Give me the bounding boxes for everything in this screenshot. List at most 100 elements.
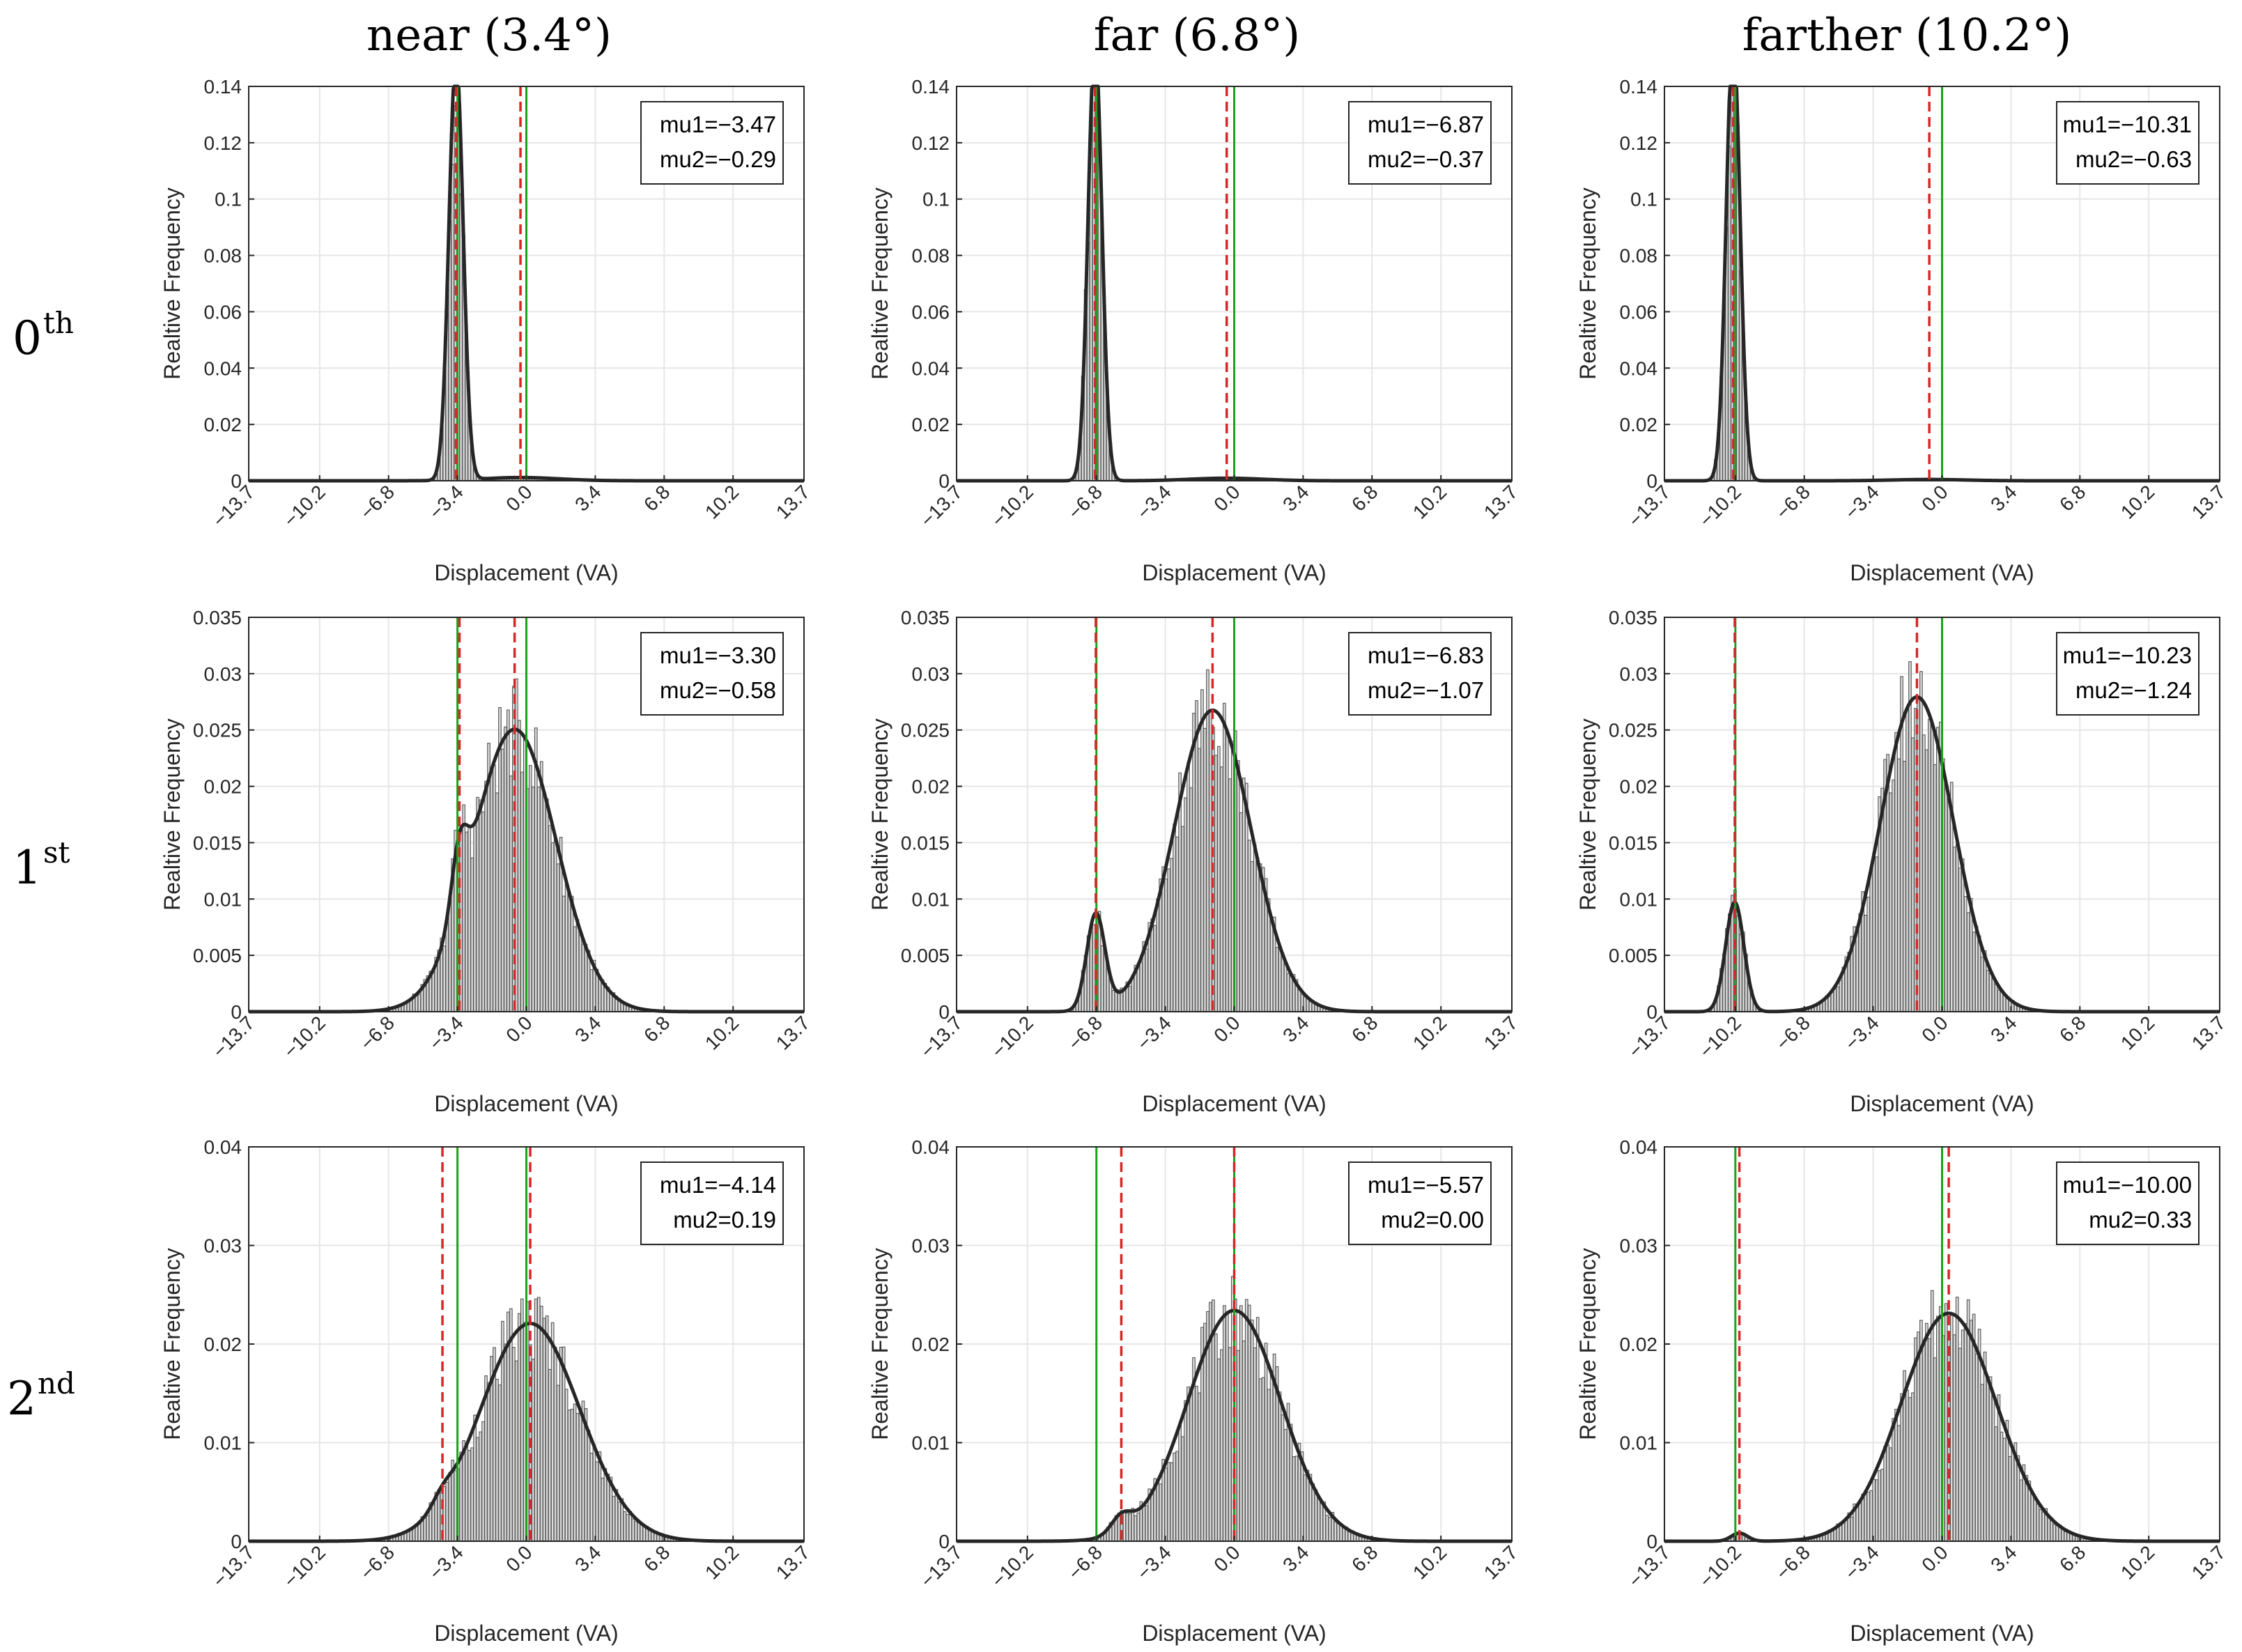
histogram-bar (1961, 858, 1965, 1012)
histogram-bar (1278, 948, 1282, 1012)
y-tick-label: 0.03 (1620, 1235, 1658, 1257)
histogram-bar (1206, 669, 1209, 1012)
histogram-bar (1167, 1462, 1170, 1542)
histogram-bar (1203, 727, 1207, 1012)
histogram-bar (587, 1430, 591, 1542)
histogram-bar (634, 1521, 638, 1542)
histogram-bar (1228, 1347, 1232, 1542)
x-tick-label: 0.0 (1917, 481, 1951, 515)
column-title-near: near (3.4°) (366, 10, 612, 61)
histogram-bar (2002, 995, 2007, 1012)
y-axis-label: Realtive Frequency (160, 1248, 185, 1440)
histogram-bar (1128, 1513, 1132, 1542)
y-tick-label: 0 (231, 470, 242, 492)
y-tick-label: 0.04 (204, 357, 242, 379)
histogram-bar (1317, 1497, 1321, 1542)
histogram-bar (606, 1474, 610, 1542)
x-tick-label: −10.2 (279, 481, 330, 531)
histogram-bar (1242, 1340, 1246, 1542)
histogram-bar (1092, 88, 1096, 481)
histogram-bar (1225, 1313, 1229, 1542)
histogram-bar (562, 1346, 566, 1542)
histogram-bar (473, 1414, 477, 1542)
x-tick-label: 3.4 (1278, 1541, 1313, 1575)
histogram-bar (1833, 988, 1837, 1012)
histogram-bar (470, 857, 474, 1012)
y-tick-label: 0.06 (204, 301, 242, 323)
histogram-bar (601, 1477, 605, 1542)
histogram-bar (1289, 1423, 1293, 1542)
x-tick-label: −3.4 (425, 1012, 467, 1054)
histogram-bar (536, 787, 541, 1012)
histogram-bar (512, 1347, 516, 1542)
x-tick-label: −10.2 (1695, 481, 1745, 531)
chart-panels: 00.020.040.060.080.10.120.14−13.7 −10.2 −6… (160, 76, 2229, 1646)
histogram-bar (1247, 1304, 1251, 1542)
histogram-bar (2002, 1437, 2007, 1542)
histogram-bar (1866, 1492, 1871, 1542)
y-tick-label: 0.01 (204, 888, 242, 910)
histogram-bar (564, 881, 569, 1012)
y-tick-label: 0.015 (901, 832, 950, 854)
histogram-bar (1275, 947, 1279, 1012)
histogram-bar (1236, 760, 1240, 1012)
histogram-bar (2052, 1524, 2057, 1542)
x-tick-label: −3.4 (1133, 1012, 1175, 1054)
y-axis-label: Realtive Frequency (1575, 718, 1600, 911)
histogram-bar (1875, 1479, 1878, 1542)
x-tick-label: 3.4 (1278, 1012, 1313, 1046)
histogram-bar (1961, 1329, 1965, 1542)
histogram-bar (1980, 1384, 1984, 1542)
histogram-bar (1320, 1502, 1324, 1542)
histogram-bar (470, 1447, 474, 1542)
x-tick-label: 6.8 (2055, 481, 2089, 515)
histogram-bar (1894, 1409, 1898, 1542)
histogram-bar (567, 893, 571, 1012)
x-axis-label: Displacement (VA) (1850, 1621, 2034, 1646)
histogram-bar (1111, 989, 1115, 1012)
histogram-bar (1306, 1469, 1310, 1542)
histogram-bar (1952, 847, 1956, 1012)
y-axis-label: Realtive Frequency (867, 187, 892, 380)
y-tick-label: 0.02 (912, 1334, 950, 1355)
histogram-bar (2036, 1504, 2040, 1542)
histogram-bar (1136, 1512, 1141, 1542)
histogram-bar (589, 968, 594, 1012)
x-tick-label: −10.2 (987, 1541, 1037, 1591)
y-tick-label: 0 (1646, 1531, 1657, 1552)
y-tick-label: 0.02 (204, 1334, 242, 1355)
histogram-bar (1225, 733, 1229, 1012)
histogram-bar (1935, 727, 1940, 1012)
histogram-bar (1267, 1389, 1271, 1542)
histogram-bar (1283, 1428, 1288, 1542)
histogram-bar (1308, 1001, 1313, 1012)
histogram-bar (481, 1421, 485, 1542)
histogram-bar (1958, 867, 1962, 1012)
histogram-bar (1955, 844, 1959, 1012)
histogram-bar (573, 926, 577, 1012)
histogram-bar (595, 1461, 599, 1542)
histogram-bar (1897, 758, 1901, 1012)
histogram-bar (515, 1360, 518, 1542)
histogram-bar (1145, 948, 1149, 1012)
histogram-bar (1841, 1521, 1846, 1542)
x-tick-label: 3.4 (571, 481, 605, 515)
histogram-bar (1905, 1389, 1909, 1542)
x-tick-label: −10.2 (987, 481, 1037, 531)
histogram-bar (567, 1410, 571, 1542)
histogram-bar (445, 1481, 449, 1542)
histogram-bar (1214, 1333, 1218, 1542)
histogram-bar (451, 164, 455, 481)
y-tick-label: 0.04 (204, 1136, 242, 1158)
legend-box (1348, 632, 1492, 716)
histogram-bar (1969, 1320, 1973, 1542)
histogram-bar (575, 919, 580, 1012)
histogram-bar (1250, 1319, 1254, 1542)
histogram-bar (1933, 764, 1937, 1012)
histogram-bar (1181, 1436, 1184, 1542)
histogram-bar (1933, 1357, 1937, 1542)
histogram-bar (1170, 1462, 1173, 1542)
histogram-bar (1914, 708, 1917, 1012)
x-tick-label: 13.7 (1480, 1012, 1522, 1053)
